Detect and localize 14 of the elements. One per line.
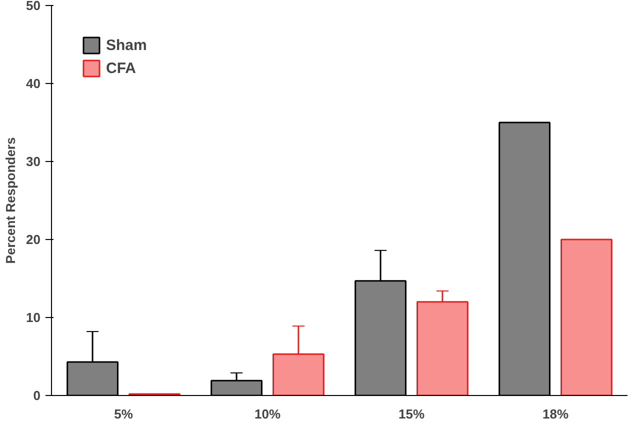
y-tick-label: 30 xyxy=(26,154,41,169)
x-tick-label: 5% xyxy=(114,406,134,422)
x-tick-label: 18% xyxy=(542,406,569,422)
y-tick-label: 40 xyxy=(26,76,41,91)
legend-label: CFA xyxy=(106,60,136,76)
bar xyxy=(560,238,612,396)
x-tick-label: 10% xyxy=(254,406,281,422)
legend-label: Sham xyxy=(106,36,147,54)
y-axis-title: Percent Responders xyxy=(3,137,18,264)
y-tick-label: 0 xyxy=(33,388,41,403)
x-tick-label: 15% xyxy=(398,406,425,422)
y-tick-label: 10 xyxy=(26,310,41,325)
y-tick-label: 50 xyxy=(26,0,41,13)
y-tick-label: 20 xyxy=(26,232,41,247)
